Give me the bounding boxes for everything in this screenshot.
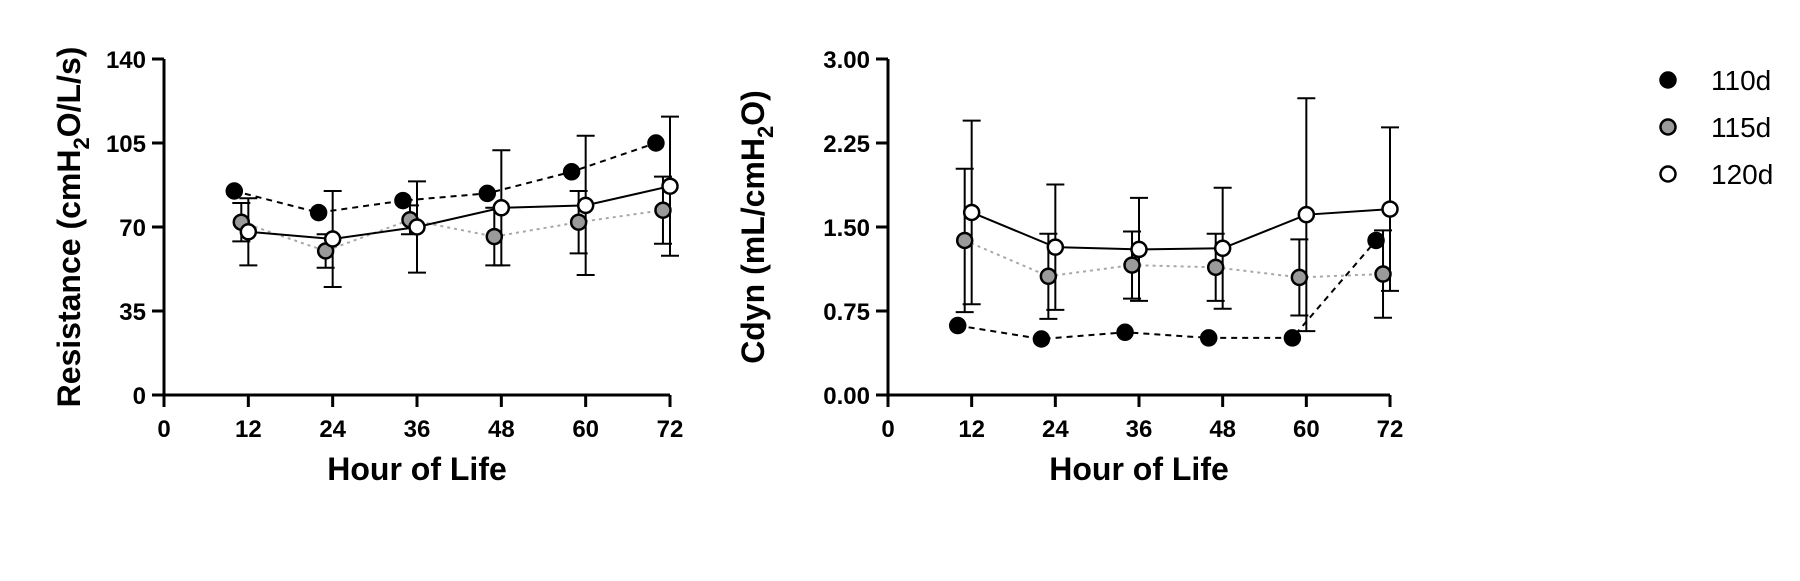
x-tick-label: 72 — [657, 416, 684, 443]
data-point-120d — [1213, 239, 1232, 258]
series-line-110d — [957, 239, 1377, 341]
legend-marker — [1659, 165, 1677, 183]
y-axis-label-part: O/L/s) — [51, 47, 87, 138]
x-tick-label: 0 — [157, 416, 170, 443]
y-tick-label: 0 — [133, 383, 146, 410]
data-point-120d — [1297, 205, 1316, 224]
data-point-110d — [1283, 329, 1302, 347]
data-point-110d — [1032, 330, 1051, 348]
data-point-115d — [955, 231, 974, 250]
x-axis-label: Hour of Life — [327, 451, 507, 487]
x-tick-label: 60 — [1293, 416, 1320, 443]
data-point-115d — [1123, 256, 1141, 274]
y-tick-label: 35 — [119, 299, 146, 326]
series-line-110d — [234, 142, 657, 214]
x-tick-label: 12 — [958, 416, 985, 443]
y-axis-label-part: Resistance (cmH — [51, 150, 87, 408]
data-point-110d — [948, 316, 967, 335]
data-point-115d — [1206, 258, 1225, 277]
legend-label: 110d — [1711, 65, 1771, 96]
data-point-110d — [394, 191, 412, 210]
data-point-115d — [1290, 268, 1309, 287]
x-tick-label: 48 — [488, 416, 515, 443]
data-point-120d — [323, 230, 342, 248]
x-tick-label: 36 — [1126, 416, 1153, 443]
data-point-120d — [492, 199, 511, 217]
legend-marker — [1659, 118, 1677, 136]
legend: 110d 115d 120d — [1659, 65, 1773, 190]
cdyn-chart: 0.00 0.75 1.50 2.25 3.00 0 12 24 36 48 60 72 Hour of… — [735, 47, 1403, 487]
data-point-120d — [408, 218, 426, 236]
legend-marker — [1659, 71, 1677, 89]
x-tick-label: 0 — [881, 416, 894, 443]
legend-label: 115d — [1711, 112, 1771, 143]
data-point-115d — [485, 227, 504, 246]
y-tick-label: 0.75 — [823, 299, 870, 326]
data-point-110d — [1199, 329, 1218, 347]
y-axis-label-subscript: 2 — [753, 126, 778, 138]
resistance-chart: 0 35 70 105 140 0 12 24 36 48 60 72 Hour of Life Resi… — [51, 47, 683, 487]
data-point-120d — [1381, 200, 1399, 218]
y-tick-label: 0.00 — [823, 383, 870, 410]
data-point-110d — [562, 163, 581, 181]
y-tick-label: 70 — [119, 215, 146, 242]
x-tick-label: 24 — [1042, 416, 1069, 443]
data-point-115d — [569, 213, 588, 231]
data-point-110d — [1367, 231, 1385, 250]
data-point-115d — [1374, 265, 1392, 283]
series-line-120d — [971, 208, 1391, 251]
data-point-115d — [1039, 267, 1058, 286]
data-point-110d — [647, 134, 665, 152]
x-tick-label: 36 — [404, 416, 431, 443]
y-axis-label-subscript: 2 — [69, 137, 94, 149]
data-point-120d — [576, 196, 595, 215]
y-tick-label: 3.00 — [823, 47, 870, 74]
data-point-110d — [478, 184, 497, 203]
x-tick-label: 72 — [1377, 416, 1404, 443]
x-tick-label: 60 — [572, 416, 599, 443]
series-line-120d — [248, 185, 671, 241]
data-point-120d — [661, 177, 679, 195]
data-point-115d — [654, 201, 672, 219]
series-line-115d — [964, 239, 1384, 279]
data-point-110d — [309, 203, 328, 222]
y-axis-label: Cdyn (mL/cmH2O) — [735, 90, 778, 364]
y-axis-label: Resistance (cmH2O/L/s) — [51, 47, 94, 408]
x-tick-label: 12 — [235, 416, 262, 443]
y-tick-label: 140 — [106, 47, 146, 74]
x-tick-label: 24 — [319, 416, 346, 443]
data-point-120d — [962, 203, 981, 222]
y-tick-label: 1.50 — [823, 215, 870, 242]
data-point-110d — [225, 182, 244, 200]
data-point-110d — [1116, 323, 1134, 342]
y-tick-label: 105 — [106, 131, 146, 158]
series-line-115d — [240, 209, 664, 253]
data-point-120d — [1046, 238, 1065, 256]
y-axis-label-part: Cdyn (mL/cmH — [735, 138, 771, 364]
legend-label: 120d — [1711, 159, 1773, 190]
data-point-120d — [239, 223, 258, 241]
x-axis-label: Hour of Life — [1049, 451, 1229, 487]
y-axis-label-part: O) — [735, 90, 771, 126]
y-tick-label: 2.25 — [823, 131, 870, 158]
x-tick-label: 48 — [1209, 416, 1236, 443]
data-point-120d — [1130, 240, 1148, 259]
